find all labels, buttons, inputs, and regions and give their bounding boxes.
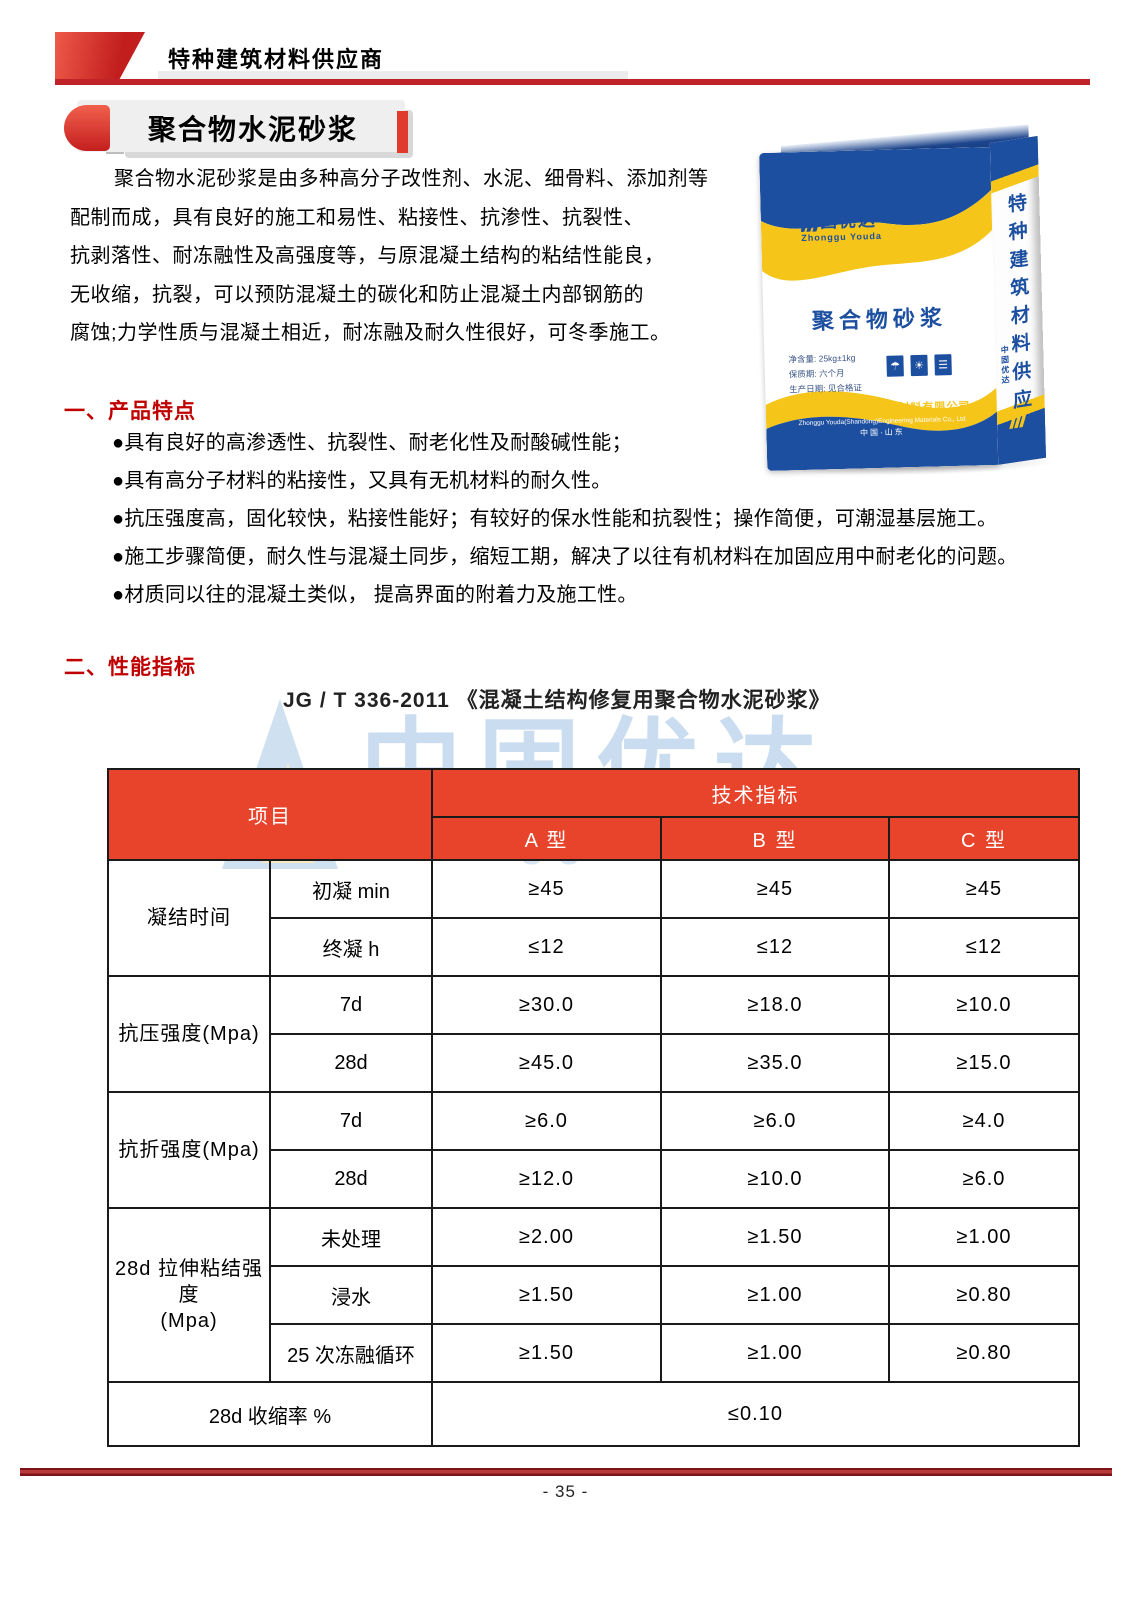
triangle-stripes-logo-icon (1009, 406, 1029, 430)
header-rule-shadow (158, 71, 628, 79)
package-logo-en: Zhonggu Youda (801, 230, 883, 244)
table-cell: ≥45 (431, 859, 662, 919)
table-cell: ≥1.50 (431, 1265, 662, 1325)
standard-reference: JG / T 336-2011 《混凝土结构修复用聚合物水泥砂浆》 (283, 689, 831, 712)
package-spec-production-date: 生产日期: 见合格证 (789, 382, 863, 395)
intro-line: 抗剥落性、耐冻融性及高强度等，与原混凝土结构的粘结性能良， (70, 245, 665, 267)
table-header-type-b: B 型 (660, 816, 890, 861)
table-cell: ≤12 (431, 917, 662, 977)
table-cell: ≥1.00 (660, 1265, 890, 1325)
table-shrinkage-value: ≤0.10 (431, 1381, 1080, 1447)
title-red-cap (64, 105, 110, 151)
table-header-type-a: A 型 (431, 816, 662, 861)
table-cell: ≥45.0 (431, 1033, 662, 1093)
table-header-tech: 技术指标 (431, 768, 1080, 818)
table-cell: ≥35.0 (660, 1033, 890, 1093)
package-product-name: 聚合物砂浆 (811, 305, 948, 334)
table-sub-label: 25 次冻融循环 (269, 1323, 433, 1383)
table-group-flexural-strength: 抗折强度(Mpa) (107, 1091, 271, 1209)
table-cell: ≥1.00 (660, 1323, 890, 1383)
table-cell: ≥12.0 (431, 1149, 662, 1209)
table-cell: ≥4.0 (888, 1091, 1080, 1151)
table-cell: ≥45 (660, 859, 890, 919)
table-sub-label: 7d (269, 975, 433, 1035)
package-specs: 净含量: 25kg±1kg 保质期: 六个月 生产日期: 见合格证 (788, 350, 862, 397)
table-sub-label: 浸水 (269, 1265, 433, 1325)
table-cell: ≥1.50 (431, 1323, 662, 1383)
intro-line: 聚合物水泥砂浆是由多种高分子改性剂、水泥、细骨料、添加剂等 (114, 168, 709, 190)
table-cell: ≥6.0 (888, 1149, 1080, 1209)
table-cell: ≥0.80 (888, 1323, 1080, 1383)
table-cell: ≥1.00 (888, 1207, 1080, 1267)
product-title-box (77, 100, 405, 152)
table-cell: ≥15.0 (888, 1033, 1080, 1093)
package-wave-art (759, 147, 1000, 471)
triangle-stripes-logo-icon (800, 209, 823, 233)
brand-title: 特种建筑材料供应商 (168, 47, 385, 72)
package-handling-icons: ☂ ☀ ☰ (886, 354, 952, 377)
package-side-brand: 中固优达 (1000, 344, 1011, 387)
table-cell: ≤12 (660, 917, 890, 977)
table-sub-label: 28d (269, 1033, 433, 1093)
table-cell: ≥1.50 (660, 1207, 890, 1267)
stacking-limit-icon: ☰ (934, 354, 952, 376)
table-header-item: 项目 (107, 768, 433, 861)
footer-rule (20, 1468, 1112, 1476)
page-title: 聚合物水泥砂浆 (148, 114, 359, 145)
table-cell: ≥0.80 (888, 1265, 1080, 1325)
table-cell: ≥45 (888, 859, 1080, 919)
intro-line: 配制而成，具有良好的施工和易性、粘接性、抗渗性、抗裂性、 (70, 206, 644, 229)
header-rule (55, 79, 1090, 85)
table-header-type-c: C 型 (888, 816, 1080, 861)
table-cell: ≥6.0 (660, 1091, 890, 1151)
spec-table: 项目 技术指标 A 型 B 型 C 型 凝结时间 初凝 min ≥45 ≥45 … (107, 768, 1080, 1447)
package-spec-net-weight: 净含量: 25kg±1kg (788, 352, 856, 365)
feature-item: ●具有良好的高渗透性、抗裂性、耐老化性及耐酸碱性能； (112, 432, 632, 454)
table-shrinkage-label: 28d 收缩率 % (107, 1381, 433, 1447)
keep-away-from-sun-icon: ☀ (910, 354, 928, 377)
intro-line: 腐蚀;力学性质与混凝土相近，耐冻融及耐久性很好，可冬季施工。 (70, 322, 671, 344)
table-sub-label: 未处理 (269, 1207, 433, 1267)
feature-item: ●施工步骤简便，耐久性与混凝土同步，缩短工期，解决了以往有机材料在加固应用中耐老… (112, 546, 1018, 568)
title-red-bar (397, 111, 408, 153)
performance-heading: 二、性能指标 (64, 656, 196, 679)
table-cell: ≥30.0 (431, 975, 662, 1035)
keep-dry-icon: ☂ (886, 355, 904, 377)
table-cell: ≥2.00 (431, 1207, 662, 1267)
header-flag-shape (55, 32, 145, 82)
package-logo: 中固优达 Zhonggu Youda (800, 204, 961, 243)
feature-item: ●抗压强度高，固化较快，粘接性能好；有较好的保水性能和抗裂性；操作简便，可潮湿基… (112, 508, 998, 530)
features-list: ●具有良好的高渗透性、抗裂性、耐老化性及耐酸碱性能； ●具有高分子材料的粘接性，… (112, 424, 1102, 614)
feature-item: ●材质同以往的混凝土类似， 提高界面的附着力及施工性。 (112, 584, 638, 606)
table-sub-label: 初凝 min (269, 859, 433, 919)
package-front-face: 中固优达 Zhonggu Youda 聚合物砂浆 净含量: 25kg±1kg 保… (759, 147, 1000, 471)
feature-item: ●具有高分子材料的粘接性，又具有无机材料的耐久性。 (112, 470, 612, 492)
table-cell: ≤12 (888, 917, 1080, 977)
table-cell: ≥6.0 (431, 1091, 662, 1151)
product-package-image: 中固优达 Zhonggu Youda 聚合物砂浆 净含量: 25kg±1kg 保… (759, 124, 1076, 479)
table-group-setting-time: 凝结时间 (107, 859, 271, 977)
table-cell: ≥10.0 (888, 975, 1080, 1035)
table-group-compressive-strength: 抗压强度(Mpa) (107, 975, 271, 1093)
table-sub-label: 终凝 h (269, 917, 433, 977)
table-group-bond-strength: 28d 拉伸粘结强度 (Mpa) (107, 1207, 271, 1383)
package-side-face: 特种建筑材料供应商 中固优达 (989, 135, 1047, 465)
table-sub-label: 7d (269, 1091, 433, 1151)
table-sub-label: 28d (269, 1149, 433, 1209)
intro-paragraph: 聚合物水泥砂浆是由多种高分子改性剂、水泥、细骨料、添加剂等 配制而成，具有良好的… (70, 160, 770, 353)
table-cell: ≥10.0 (660, 1149, 890, 1209)
features-heading: 一、产品特点 (64, 400, 196, 423)
table-cell: ≥18.0 (660, 975, 890, 1035)
page-number: - 35 - (542, 1482, 589, 1501)
intro-line: 无收缩，抗裂，可以预防混凝土的碳化和防止混凝土内部钢筋的 (70, 283, 644, 306)
